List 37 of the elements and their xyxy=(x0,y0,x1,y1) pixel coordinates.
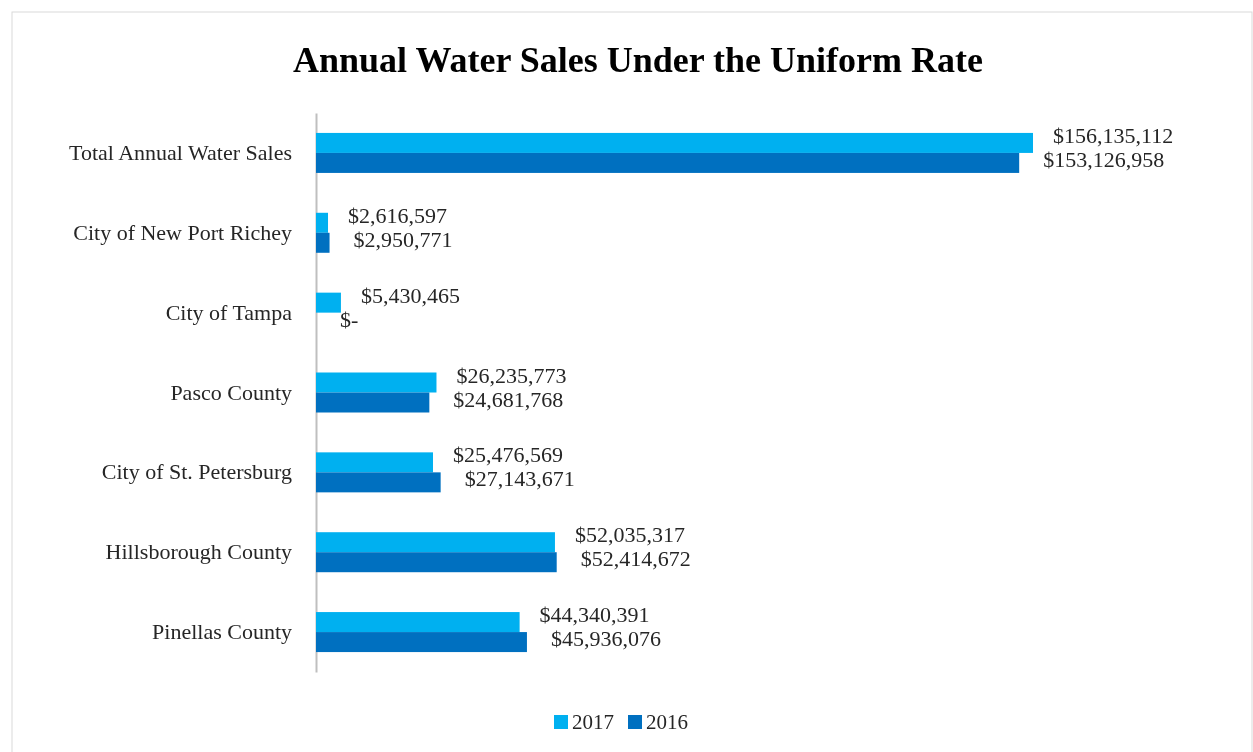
bar xyxy=(316,292,341,313)
data-label: $52,035,317 xyxy=(574,522,685,548)
bar xyxy=(316,212,329,233)
data-label: $2,950,771 xyxy=(353,226,453,252)
data-label: $156,135,112 xyxy=(1053,122,1174,148)
data-label: $27,143,671 xyxy=(464,466,575,492)
legend-label: 2016 xyxy=(646,710,688,734)
y-tick-label: City of Tampa xyxy=(165,299,293,325)
bar xyxy=(316,472,441,493)
data-label: $24,681,768 xyxy=(453,386,564,412)
bar xyxy=(316,132,1033,153)
bar xyxy=(316,632,527,653)
data-label: $44,340,391 xyxy=(539,602,650,628)
bar xyxy=(316,552,557,573)
y-tick-label: Pasco County xyxy=(170,379,292,405)
y-tick-label: Pinellas County xyxy=(152,619,292,645)
data-label: $153,126,958 xyxy=(1043,146,1165,172)
legend-label: 2017 xyxy=(572,710,614,734)
data-label: $5,430,465 xyxy=(360,282,460,308)
bar xyxy=(316,452,433,473)
y-tick-label: City of New Port Richey xyxy=(73,219,292,245)
data-label: $- xyxy=(340,306,359,332)
bar xyxy=(316,392,430,413)
bar xyxy=(316,152,1020,173)
chart-title: Annual Water Sales Under the Uniform Rate xyxy=(292,40,984,80)
data-label: $2,616,597 xyxy=(348,202,448,228)
bar xyxy=(316,612,520,633)
data-label: $26,235,773 xyxy=(456,362,567,388)
bar xyxy=(316,232,330,253)
bar xyxy=(316,372,437,393)
y-tick-label: City of St. Petersburg xyxy=(101,459,292,485)
data-label: $25,476,569 xyxy=(452,442,563,468)
y-tick-label: Total Annual Water Sales xyxy=(69,139,292,165)
data-label: $45,936,076 xyxy=(550,626,661,652)
y-tick-label: Hillsborough County xyxy=(105,539,292,565)
data-label: $52,414,672 xyxy=(580,546,691,572)
bar xyxy=(316,532,555,553)
